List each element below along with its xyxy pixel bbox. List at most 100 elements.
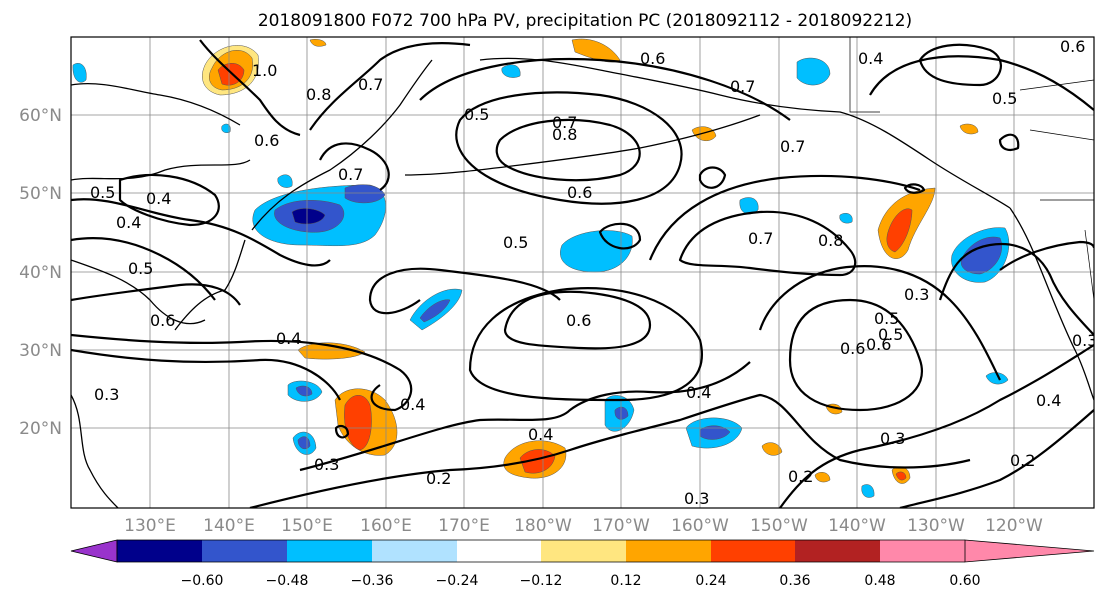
pv-contour: [71, 198, 331, 267]
colorbar-swatch: [372, 540, 457, 562]
precip-negative-area: [72, 63, 87, 83]
pv-contour: [468, 287, 703, 402]
precip-positive-area: [814, 472, 831, 483]
coast-kamchatka: [251, 59, 433, 231]
precip-negative-area: [739, 197, 759, 215]
colorbar-swatch: [287, 540, 372, 562]
contour-label: 0.2: [426, 469, 451, 488]
contour-label: 0.4: [146, 189, 171, 208]
lon-label: 170°E: [438, 516, 490, 536]
pv-contour: [319, 142, 390, 191]
precip-negative-area: [419, 299, 451, 323]
contour-label: 0.6: [1060, 37, 1085, 56]
contour-label: 0.5: [90, 183, 115, 202]
lat-label: 60°N: [19, 106, 62, 126]
longitude-labels: 130°E 140°E 150°E 160°E 170°E 180°W 170°…: [124, 516, 1043, 536]
contour-label: 0.7: [358, 75, 383, 94]
pv-contour: [903, 183, 926, 194]
contour-label: 0.6: [254, 131, 279, 150]
colorbar-tick-label: 0.60: [949, 573, 980, 589]
colorbar-tick-label: 0.48: [864, 573, 895, 589]
lat-label: 50°N: [19, 184, 62, 204]
latitude-labels: 60°N 50°N 40°N 30°N 20°N: [19, 106, 62, 439]
pv-contour: [71, 283, 241, 306]
lon-label: 180°W: [514, 516, 572, 536]
colorbar-swatch: [711, 540, 795, 562]
precip-negative-area: [501, 64, 521, 78]
pv-contour: [309, 42, 471, 131]
contour-label: 0.5: [992, 89, 1017, 108]
contour-label: 0.8: [818, 231, 843, 250]
pv-contour: [648, 174, 921, 261]
graticule: [71, 37, 1094, 508]
precip-positive-area: [761, 442, 783, 456]
precip-negative-area: [960, 236, 1002, 275]
contour-labels: 1.0 0.8 0.7 0.6 0.5 0.7 0.8 0.6 0.7 0.4 …: [90, 37, 1094, 508]
precip-negative-area: [861, 484, 875, 498]
lon-label: 160°E: [360, 516, 412, 536]
colorbar-swatch: [117, 540, 202, 562]
lon-label: 160°W: [671, 516, 729, 536]
precip-negative-area: [699, 425, 731, 440]
pv-contour: [678, 210, 857, 277]
contour-label: 0.3: [684, 489, 709, 508]
contour-label: 0.7: [780, 137, 805, 156]
contour-label: 0.5: [464, 105, 489, 124]
pv-contour: [199, 39, 301, 137]
colorbar-tick-label: −0.48: [266, 573, 309, 589]
contour-label: 0.4: [686, 383, 711, 402]
colorbar: −0.60 −0.48 −0.36 −0.24 −0.12 0.12 0.24 …: [70, 539, 1095, 589]
contour-label: 0.4: [276, 329, 301, 348]
coast-north-america: [1009, 207, 1094, 401]
coast-japan: [174, 239, 246, 331]
contour-label: 0.6: [840, 339, 865, 358]
contour-label: 0.7: [730, 77, 755, 96]
contour-label: 0.4: [1036, 391, 1061, 410]
contour-label: 0.8: [552, 125, 577, 144]
contour-label: 0.3: [314, 455, 339, 474]
precip-negative-area: [291, 208, 326, 225]
lon-label: 130°W: [907, 516, 965, 536]
contour-label: 0.4: [116, 213, 141, 232]
pv-contour: [598, 222, 642, 250]
contour-label: 0.4: [528, 425, 553, 444]
precip-positive-area: [895, 471, 907, 481]
contour-label: 0.4: [858, 49, 883, 68]
precip-positive-area: [519, 449, 556, 474]
contour-label: 0.6: [640, 49, 665, 68]
lon-label: 150°E: [281, 516, 333, 536]
map-frame: [70, 36, 1095, 509]
pv-contour: [899, 409, 1094, 508]
pv-contours: [71, 39, 1094, 508]
colorbar-swatch: [795, 540, 880, 562]
precip-negative-area: [221, 123, 231, 133]
colorbar-tick-label: −0.36: [351, 573, 394, 589]
lon-label: 140°E: [203, 516, 255, 536]
contour-label: 1.0: [252, 61, 277, 80]
precip-negative-area: [796, 57, 831, 86]
contour-label: 0.5: [503, 233, 528, 252]
colorbar-extend-max: [964, 539, 1095, 563]
pv-contour: [495, 118, 641, 182]
pv-contour: [71, 237, 216, 301]
contour-label: 0.6: [866, 335, 891, 354]
lon-label: 170°W: [592, 516, 650, 536]
contour-label: 0.6: [567, 183, 592, 202]
lat-label: 40°N: [19, 263, 62, 283]
lon-label: 120°W: [985, 516, 1043, 536]
colorbar-swatch: [457, 540, 541, 562]
pv-contour: [455, 91, 683, 205]
colorbar-tick-label: −0.24: [436, 573, 479, 589]
contour-label: 0.2: [1010, 451, 1035, 470]
contour-label: 0.7: [748, 229, 773, 248]
contour-label: 0.7: [338, 165, 363, 184]
colorbar-swatch: [626, 540, 711, 562]
map-panel: 1.0 0.8 0.7 0.6 0.5 0.7 0.8 0.6 0.7 0.4 …: [71, 37, 1094, 508]
pv-contour: [999, 240, 1094, 271]
pv-contour: [998, 133, 1020, 151]
precip-positive-area: [959, 123, 979, 135]
pv-contour: [938, 242, 1094, 336]
precip-negative-area: [560, 230, 633, 273]
contour-label: 0.3: [94, 385, 119, 404]
pv-contour: [419, 57, 791, 121]
